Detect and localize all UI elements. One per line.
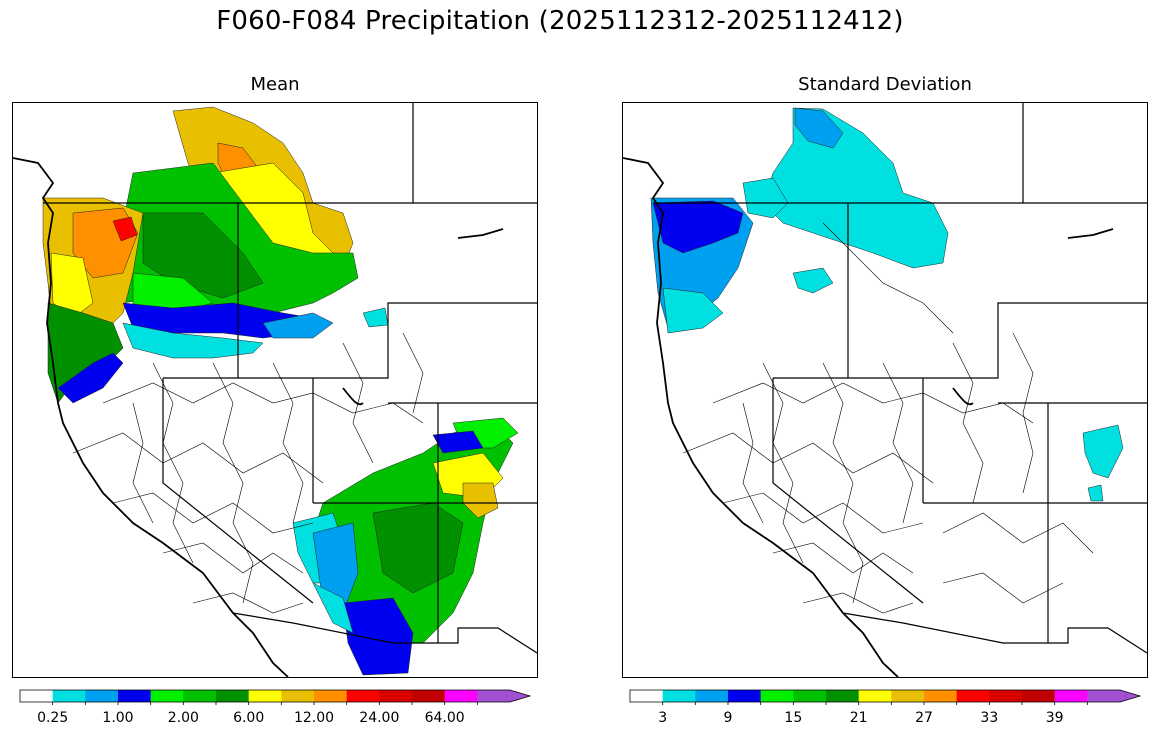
std-colorbar-tick-label: 15	[784, 710, 803, 726]
mean-colorbar-tick-label: 2.00	[167, 710, 199, 726]
std-colorbar-swatch	[793, 690, 827, 702]
std-region-cyan-north	[762, 107, 949, 269]
mean-colorbar	[19, 689, 532, 705]
mean-coastline	[13, 157, 504, 677]
mean-region-gold-se	[462, 482, 499, 519]
mean-colorbar-swatch	[52, 690, 86, 702]
std-colorbar-tick-label: 9	[723, 710, 733, 726]
std-colorbar-outline	[629, 689, 1142, 703]
std-panel-title: Standard Deviation	[798, 74, 972, 95]
mean-colorbar-swatch	[248, 690, 282, 702]
std-colorbar	[629, 689, 1142, 705]
std-fields	[650, 107, 1124, 502]
std-colorbar-swatch	[630, 690, 663, 702]
mean-colorbar-swatch	[118, 690, 151, 702]
std-colorbar-swatch	[728, 690, 761, 702]
mean-colorbar-tick-label: 12.00	[293, 710, 335, 726]
mean-colorbar-swatch	[477, 690, 530, 702]
std-colorbar-swatch	[989, 690, 1023, 702]
std-colorbar-swatch	[924, 690, 957, 702]
mean-map-canvas	[13, 103, 537, 677]
std-colorbar-tick-label: 3	[658, 710, 668, 726]
std-region-cyan-coast	[662, 287, 724, 334]
mean-colorbar-tick-label: 1.00	[102, 710, 134, 726]
std-colorbar-swatch	[956, 690, 990, 702]
mean-region-blue-sw	[342, 597, 414, 676]
figure-title: F060-F084 Precipitation (2025112312-2025…	[216, 6, 904, 36]
mean-region-cyan-idaho	[362, 307, 389, 328]
mean-region-cyan-band	[122, 322, 264, 359]
mean-colorbar-tick-label: 24.00	[359, 710, 400, 726]
std-colorbar-tick-label: 33	[980, 710, 999, 726]
mean-region-cyan-sw	[312, 582, 354, 634]
std-colorbar-swatch	[1054, 690, 1088, 702]
std-colorbar-swatch	[1022, 690, 1055, 702]
mean-colorbar-swatch	[85, 690, 119, 702]
mean-colorbar-tick-label: 64.00	[424, 710, 465, 726]
mean-colorbar-tick-label: 6.00	[233, 710, 265, 726]
mean-colorbar-swatch	[412, 690, 445, 702]
mean-colorbar-swatch	[314, 690, 347, 702]
mean-colorbar-swatch	[20, 690, 53, 702]
std-coastline	[623, 157, 1114, 677]
mean-colorbar-tick-label: 0.25	[37, 710, 69, 726]
mean-state-boundaries	[43, 103, 537, 654]
mean-colorbar-swatch	[150, 690, 184, 702]
mean-colorbar-swatch	[183, 690, 217, 702]
std-region-cyan-east2	[1087, 484, 1104, 502]
mean-precip-fields	[42, 106, 519, 676]
mean-colorbar-swatch	[379, 690, 413, 702]
mean-region-red-puget	[112, 216, 138, 242]
std-colorbar-tick-label: 27	[915, 710, 933, 726]
std-map	[622, 102, 1148, 678]
std-colorbar-canvas	[629, 689, 1142, 705]
std-region-lightblue-north	[794, 107, 844, 149]
mean-region-yellow-coast	[50, 252, 94, 319]
std-region-cyan-mid	[792, 267, 834, 294]
std-colorbar-swatch	[826, 690, 859, 702]
mean-colorbar-swatch	[281, 690, 315, 702]
std-map-canvas	[623, 103, 1147, 677]
mean-region-blue-se	[432, 430, 484, 454]
mean-panel-title: Mean	[250, 74, 300, 95]
mean-basin-lines	[72, 332, 424, 614]
std-colorbar-tick-label: 39	[1045, 710, 1064, 726]
std-colorbar-swatch	[1087, 690, 1140, 702]
mean-region-blue-coast	[57, 352, 124, 404]
std-region-cyan-nw	[742, 177, 789, 219]
mean-map	[12, 102, 538, 678]
std-colorbar-swatch	[760, 690, 794, 702]
mean-colorbar-swatch	[216, 690, 249, 702]
mean-colorbar-swatch	[444, 690, 478, 702]
mean-colorbar-outline	[19, 689, 532, 703]
std-colorbar-swatch	[662, 690, 696, 702]
std-colorbar-swatch	[858, 690, 892, 702]
mean-region-lightblue-band	[262, 312, 334, 339]
std-colorbar-tick-label: 21	[849, 710, 868, 726]
std-state-boundaries	[653, 103, 1147, 654]
std-region-cyan-east	[1082, 424, 1124, 479]
mean-colorbar-canvas	[19, 689, 532, 705]
std-colorbar-swatch	[695, 690, 729, 702]
mean-colorbar-swatch	[346, 690, 380, 702]
std-basin-lines	[682, 222, 1094, 614]
std-colorbar-swatch	[891, 690, 925, 702]
